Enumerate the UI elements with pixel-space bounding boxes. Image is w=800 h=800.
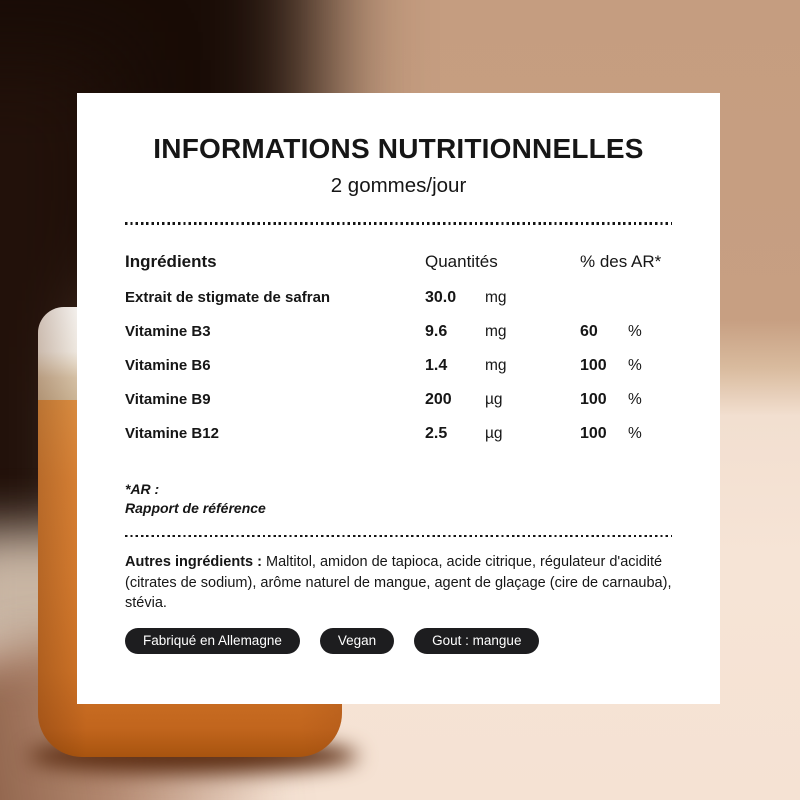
header-quantities: Quantités: [425, 251, 498, 271]
dotted-divider-top: [125, 222, 672, 225]
table-row: Vitamine B6 1.4 mg 100 %: [125, 349, 672, 383]
quantity-value: 9.6: [425, 322, 448, 340]
ar-value: 60: [580, 322, 598, 340]
table-row: Extrait de stigmate de safran 30.0 mg: [125, 281, 672, 315]
ar-unit: %: [628, 424, 642, 442]
badge-made-in-germany: Fabriqué en Allemagne: [125, 627, 300, 654]
other-ingredients-paragraph: Autres ingrédients : Maltitol, amidon de…: [125, 552, 672, 614]
ar-value: 100: [580, 356, 607, 374]
nutrition-table: Extrait de stigmate de safran 30.0 mg Vi…: [125, 281, 672, 451]
ar-value: 100: [580, 424, 607, 442]
quantity-value: 30.0: [425, 288, 457, 306]
other-ingredients-text: Maltitol, amidon de tapioca, acide citri…: [125, 554, 672, 612]
ar-unit: %: [628, 322, 642, 340]
ar-value: 100: [580, 390, 607, 408]
ar-unit: %: [628, 356, 642, 374]
quantity-unit: mg: [485, 322, 507, 340]
ar-unit: %: [628, 390, 642, 408]
card-title: INFORMATIONS NUTRITIONNELLES: [153, 133, 644, 164]
ingredient-name: Vitamine B12: [125, 425, 219, 443]
ingredient-name: Vitamine B3: [125, 323, 211, 341]
ar-footnote-line1: *AR :: [125, 480, 160, 497]
header-ingredients: Ingrédients: [125, 251, 217, 271]
ar-footnote: *AR : Rapport de référence: [125, 480, 672, 519]
badge-vegan: Vegan: [319, 627, 395, 654]
other-ingredients-label: Autres ingrédients :: [125, 554, 262, 571]
table-row: Vitamine B12 2.5 µg 100 %: [125, 417, 672, 451]
quantity-unit: mg: [485, 356, 507, 374]
quantity-value: 2.5: [425, 424, 448, 442]
ingredient-name: Extrait de stigmate de safran: [125, 289, 331, 307]
quantity-unit: µg: [485, 390, 503, 408]
nutrition-info-card: INFORMATIONS NUTRITIONNELLES 2 gommes/jo…: [77, 93, 720, 704]
ingredient-name: Vitamine B6: [125, 357, 211, 375]
table-row: Vitamine B9 200 µg 100 %: [125, 383, 672, 417]
table-header-row: Ingrédients Quantités % des AR*: [125, 252, 672, 272]
quantity-value: 200: [425, 390, 452, 408]
ingredient-name: Vitamine B9: [125, 391, 211, 409]
ar-footnote-line2: Rapport de référence: [125, 500, 266, 517]
quantity-unit: mg: [485, 288, 507, 306]
badge-flavor: Gout : mangue: [414, 627, 540, 654]
dotted-divider-bottom: [125, 534, 672, 538]
card-subtitle: 2 gommes/jour: [330, 174, 467, 198]
quantity-unit: µg: [485, 424, 503, 442]
quantity-value: 1.4: [425, 356, 448, 374]
table-row: Vitamine B3 9.6 mg 60 %: [125, 315, 672, 349]
badge-row: Fabriqué en Allemagne Vegan Gout : mangu…: [125, 627, 672, 654]
header-percent-ar: % des AR*: [580, 251, 662, 271]
